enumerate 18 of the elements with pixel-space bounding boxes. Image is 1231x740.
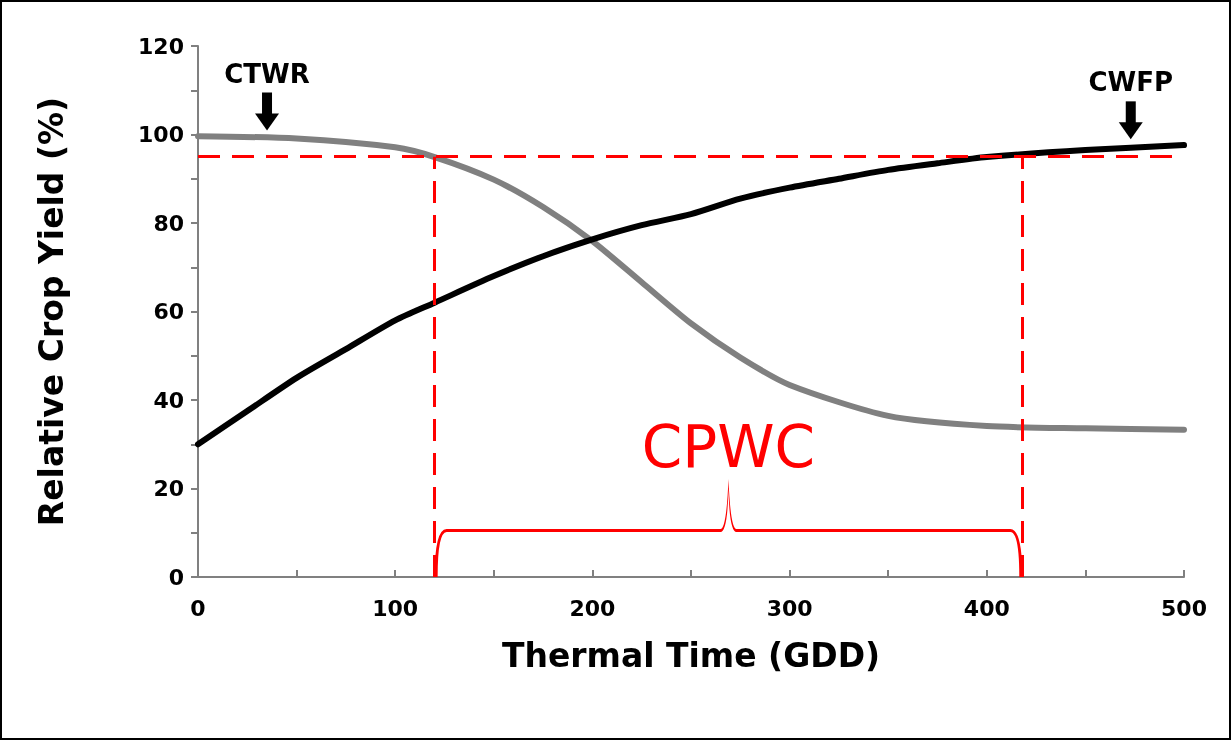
y-tick-label: 120 [138,33,184,59]
y-tick-label: 60 [153,299,184,324]
y-tick-label: 80 [153,210,184,236]
x-tick-label: 400 [963,595,1010,621]
y-axis-title: Relative Crop Yield (%) [32,96,71,527]
annotation: CWFP [1088,67,1174,98]
x-axis-title: Thermal Time (GDD) [501,636,881,675]
x-tick-label: 300 [766,595,813,621]
x-tick-label: 200 [569,595,616,621]
x-tick-label: 500 [1161,595,1207,621]
y-tick-label: 20 [153,476,184,501]
annotation: CTWR [224,58,310,89]
y-tick-label: 0 [168,564,184,590]
annotation: CPWC [641,413,816,481]
x-tick-label: 0 [190,595,206,621]
y-tick-label: 100 [138,122,184,147]
y-tick-label: 40 [153,387,184,413]
x-tick-label: 100 [372,595,419,621]
